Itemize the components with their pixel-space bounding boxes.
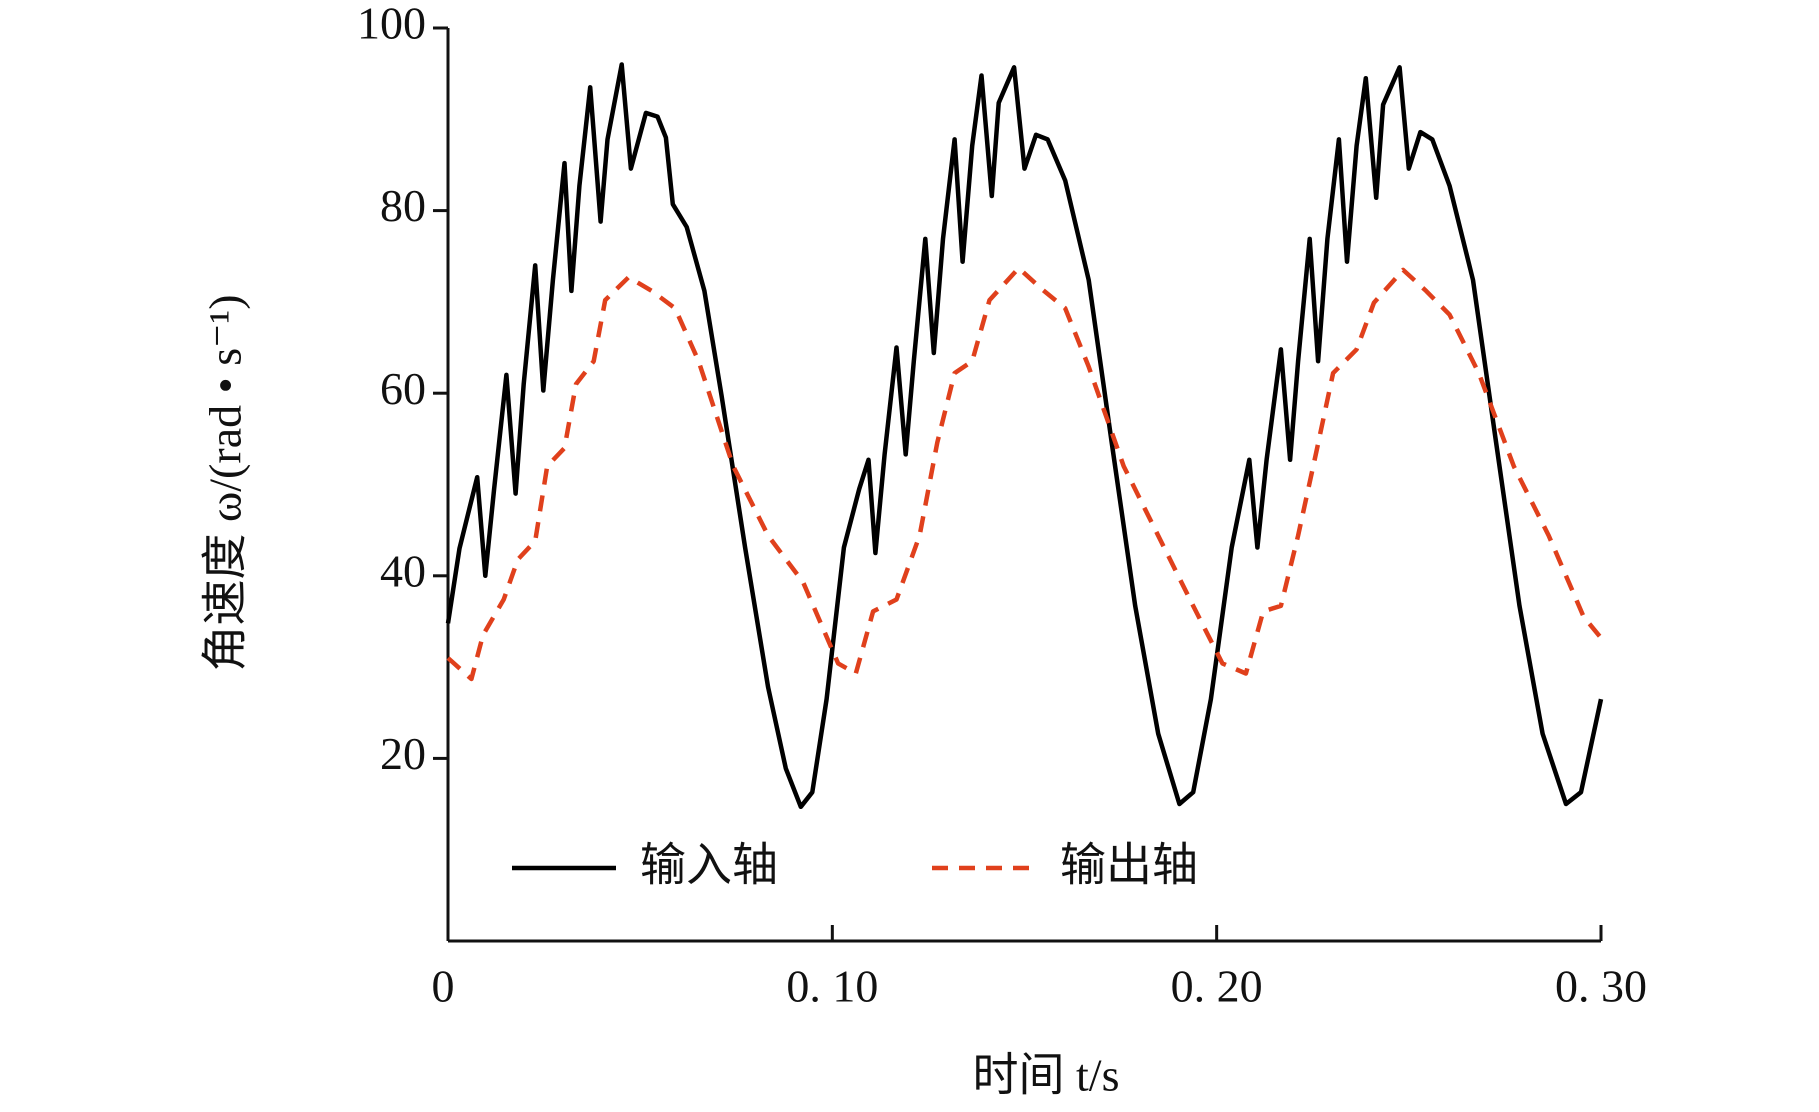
x-tick-label: 0: [432, 961, 455, 1012]
x-tick-label: 0. 20: [1171, 961, 1263, 1012]
legend-label: 输入轴: [640, 840, 778, 891]
x-tick-label: 0. 30: [1555, 961, 1647, 1012]
data-line: [445, 62, 1604, 810]
y-tick-label: 100: [357, 0, 426, 49]
y-tick-label: 60: [380, 363, 426, 414]
y-tick-label: 40: [380, 545, 426, 596]
y-tick-label: 80: [380, 180, 426, 231]
data-line: [446, 265, 1603, 682]
y-tick-label: 20: [380, 728, 426, 779]
y-axis-label: 角速度 ω/(rad • s⁻¹): [200, 294, 251, 671]
x-tick-label: 0. 10: [786, 961, 878, 1012]
legend-label: 输出轴: [1060, 840, 1198, 891]
x-axis-label: 时间 t/s: [973, 1050, 1120, 1101]
